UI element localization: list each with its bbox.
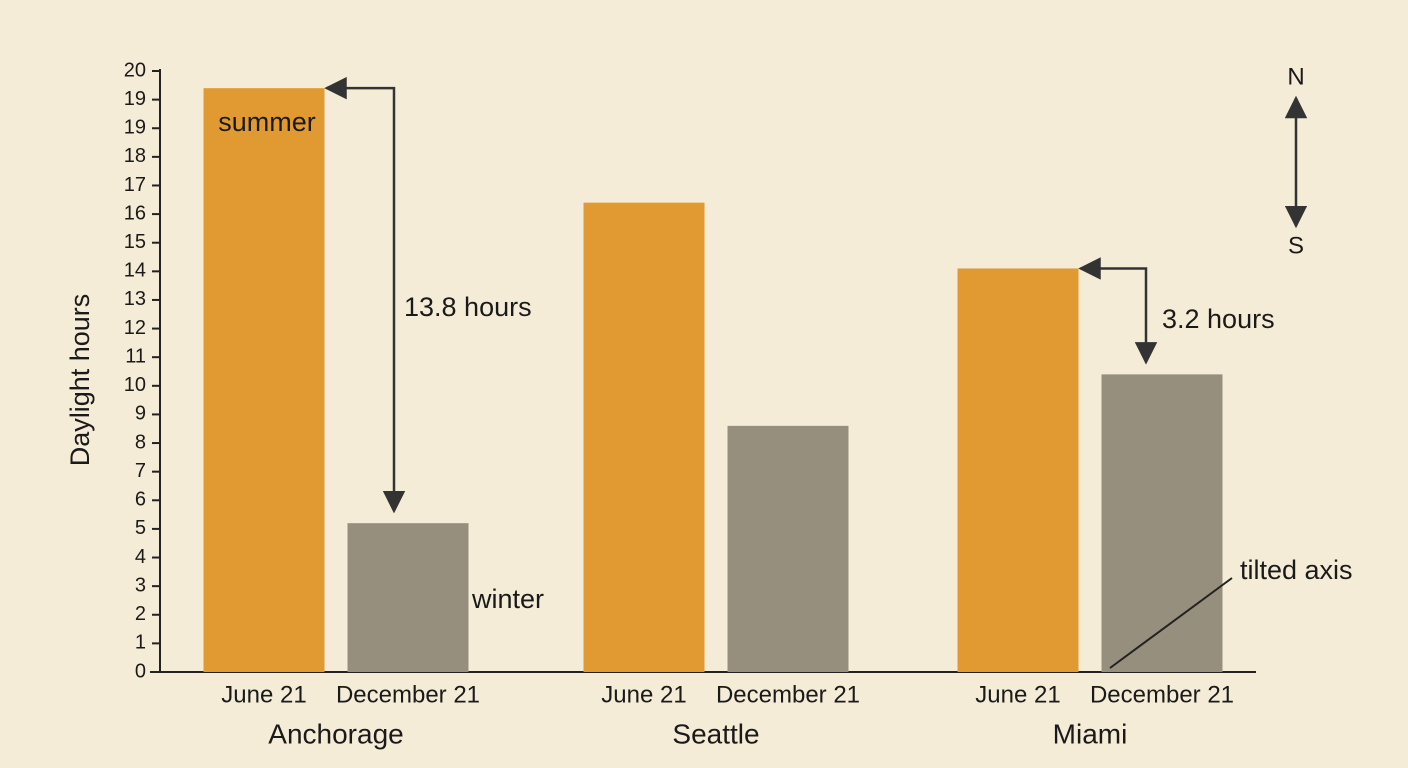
bar [583, 202, 705, 672]
series-label: December 21 [336, 681, 480, 708]
y-tick-label: 12 [124, 317, 146, 339]
y-tick-label: 8 [135, 431, 146, 453]
bar [347, 523, 469, 672]
y-tick-label: 3 [135, 574, 146, 596]
y-tick-label: 4 [135, 546, 146, 568]
y-tick-label: 9 [135, 403, 146, 425]
bar [1101, 374, 1223, 672]
y-tick-label: 19 [124, 117, 146, 139]
annotation: winter [471, 584, 544, 614]
compass-south: S [1288, 232, 1304, 259]
y-tick-label: 19 [124, 88, 146, 110]
y-tick-label: 7 [135, 460, 146, 482]
series-label: December 21 [716, 681, 860, 708]
y-tick-label: 20 [124, 59, 146, 81]
difference-arrow [1078, 257, 1158, 365]
series-label: June 21 [975, 681, 1060, 708]
y-tick-label: 5 [135, 517, 146, 539]
y-tick-label: 11 [125, 345, 146, 367]
series-label: December 21 [1090, 681, 1234, 708]
annotation: 13.8 hours [404, 292, 532, 322]
annotation: summer [218, 107, 316, 137]
category-label: Miami [1053, 718, 1128, 749]
category-label: Anchorage [268, 718, 403, 749]
bar [203, 88, 325, 672]
y-tick-label: 13 [124, 288, 146, 310]
bar [727, 425, 849, 672]
category-label: Seattle [672, 718, 759, 749]
annotation-line [1109, 577, 1233, 669]
y-tick-label: 2 [135, 603, 146, 625]
y-tick-label: 18 [124, 145, 146, 167]
y-tick-label: 10 [124, 374, 146, 396]
y-tick-label: 14 [124, 260, 146, 282]
y-axis-label: Daylight hours [65, 294, 95, 467]
y-tick-label: 16 [124, 202, 146, 224]
series-label: June 21 [221, 681, 306, 708]
compass-north: N [1287, 63, 1304, 90]
y-tick-label: 17 [124, 174, 146, 196]
y-tick-label: 15 [124, 231, 146, 253]
annotation: tilted axis [1240, 555, 1353, 585]
y-tick-label: 1 [135, 632, 146, 654]
annotation: 3.2 hours [1162, 304, 1275, 334]
bar [957, 268, 1079, 672]
series-label: June 21 [601, 681, 686, 708]
y-tick-label: 6 [135, 489, 146, 511]
difference-arrow [324, 76, 406, 514]
y-tick-label: 0 [135, 660, 146, 682]
